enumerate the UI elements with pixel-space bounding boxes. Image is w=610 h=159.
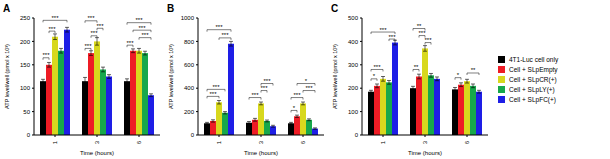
svg-text:100: 100 [20, 85, 31, 91]
svg-text:3: 3 [258, 140, 264, 144]
svg-text:***: *** [135, 17, 143, 23]
svg-text:A: A [8, 3, 10, 14]
svg-text:Time (hours): Time (hours) [80, 150, 114, 156]
svg-text:***: *** [87, 15, 95, 21]
svg-text:**: ** [414, 64, 419, 70]
html-text:Cell + SLpFC(+): Cell + SLpFC(+) [509, 96, 556, 103]
svg-text:Time (hours): Time (hours) [244, 150, 278, 156]
svg-text:***: *** [96, 23, 104, 29]
svg-text:***: *** [418, 30, 426, 36]
svg-text:***: *** [388, 34, 396, 40]
svg-text:***: *** [48, 26, 56, 32]
svg-text:0: 0 [27, 132, 31, 138]
html-text:4T1-Luc cell only: 4T1-Luc cell only [509, 56, 559, 63]
html-text:Cell + SLpCR(+): Cell + SLpCR(+) [509, 76, 557, 83]
svg-text:6: 6 [464, 140, 470, 144]
svg-text:*: * [293, 105, 296, 111]
svg-text:1: 1 [216, 140, 222, 144]
svg-text:400: 400 [348, 39, 359, 45]
svg-text:600: 600 [184, 62, 195, 68]
svg-text:ATP level/well (pmol x 10³): ATP level/well (pmol x 10³) [332, 44, 338, 109]
svg-text:***: *** [260, 85, 268, 91]
svg-text:***: *** [373, 64, 381, 70]
svg-text:1: 1 [52, 140, 58, 144]
svg-text:6: 6 [136, 140, 142, 144]
svg-text:***: *** [84, 43, 92, 49]
svg-text:***: *** [305, 85, 313, 91]
svg-text:800: 800 [184, 39, 195, 45]
svg-text:***: *** [141, 32, 149, 38]
svg-text:***: *** [221, 32, 229, 38]
svg-text:Time (hours): Time (hours) [408, 150, 442, 156]
svg-text:C: C [331, 3, 338, 14]
svg-text:200: 200 [20, 39, 31, 45]
svg-text:400: 400 [184, 85, 195, 91]
html-text:Cell + SLpLY(+): Cell + SLpLY(+) [509, 86, 555, 93]
svg-text:**: ** [471, 67, 476, 73]
svg-text:1000: 1000 [181, 15, 195, 21]
svg-text:ATP level/well (pmol x 10³): ATP level/well (pmol x 10³) [8, 44, 10, 109]
svg-text:***: *** [51, 15, 59, 21]
svg-text:100: 100 [348, 109, 359, 115]
svg-text:250: 250 [20, 15, 31, 21]
svg-text:50: 50 [23, 109, 30, 115]
svg-text:***: *** [251, 92, 259, 98]
svg-text:0: 0 [191, 132, 195, 138]
svg-text:***: *** [215, 24, 223, 30]
svg-text:**: ** [417, 23, 422, 29]
svg-text:6: 6 [300, 140, 306, 144]
svg-text:***: *** [42, 52, 50, 58]
svg-text:***: *** [424, 37, 432, 43]
svg-text:ATP level/well (pmol x 10³): ATP level/well (pmol x 10³) [168, 44, 174, 109]
svg-text:***: *** [212, 84, 220, 90]
svg-text:3: 3 [94, 140, 100, 144]
svg-text:***: *** [209, 91, 217, 97]
svg-text:*: * [373, 73, 376, 79]
svg-text:150: 150 [20, 62, 31, 68]
svg-text:***: *** [126, 40, 134, 46]
svg-text:*: * [305, 78, 308, 84]
svg-text:300: 300 [348, 62, 359, 68]
svg-text:***: *** [263, 78, 271, 84]
svg-text:3: 3 [422, 140, 428, 144]
svg-text:200: 200 [184, 109, 195, 115]
svg-text:*: * [457, 72, 460, 78]
svg-text:***: *** [379, 27, 387, 33]
svg-text:***: *** [293, 92, 301, 98]
svg-text:***: *** [90, 30, 98, 36]
svg-text:***: *** [138, 25, 146, 31]
svg-text:B: B [167, 3, 174, 14]
svg-text:500: 500 [348, 15, 359, 21]
html-text:Cell + SLpEmpty: Cell + SLpEmpty [509, 66, 558, 73]
svg-text:200: 200 [348, 85, 359, 91]
svg-text:0: 0 [355, 132, 359, 138]
svg-text:1: 1 [380, 140, 386, 144]
